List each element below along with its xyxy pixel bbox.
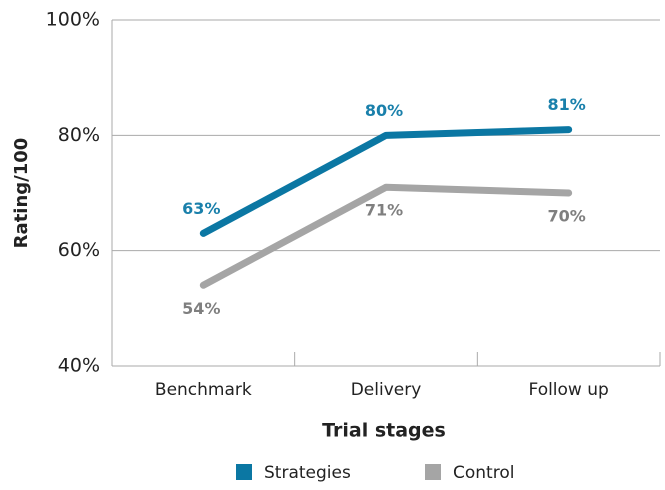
data-label: 80% <box>365 101 403 120</box>
y-tick-label: 100% <box>46 9 100 31</box>
x-tick-label: Benchmark <box>155 380 252 400</box>
series-line <box>199 126 573 237</box>
x-axis-title: Trial stages <box>322 420 446 442</box>
data-label: 71% <box>365 201 403 220</box>
y-tick-label: 40% <box>58 355 100 377</box>
data-label: 63% <box>182 199 220 218</box>
legend-swatch <box>425 464 441 480</box>
y-tick-label: 60% <box>58 239 100 261</box>
y-axis-title: Rating/100 <box>11 138 32 249</box>
data-label: 54% <box>182 299 220 318</box>
data-label: 70% <box>548 207 586 226</box>
x-tick-label: Delivery <box>351 380 422 400</box>
legend-label: Control <box>453 463 514 483</box>
series-line <box>199 183 573 289</box>
y-tick-label: 80% <box>58 124 100 146</box>
legend-label: Strategies <box>264 463 351 483</box>
x-tick-label: Follow up <box>529 380 609 400</box>
data-label: 81% <box>548 95 586 114</box>
legend-swatch <box>236 464 252 480</box>
